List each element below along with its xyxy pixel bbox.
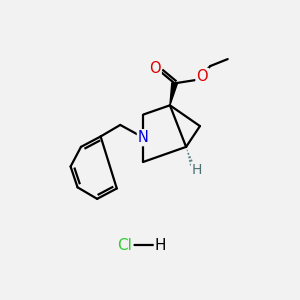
Polygon shape xyxy=(170,83,177,105)
Text: O: O xyxy=(196,69,208,84)
Text: N: N xyxy=(138,130,149,145)
Text: H: H xyxy=(155,238,167,253)
Text: Cl: Cl xyxy=(117,238,132,253)
Text: H: H xyxy=(192,163,202,177)
Text: O: O xyxy=(149,61,161,76)
